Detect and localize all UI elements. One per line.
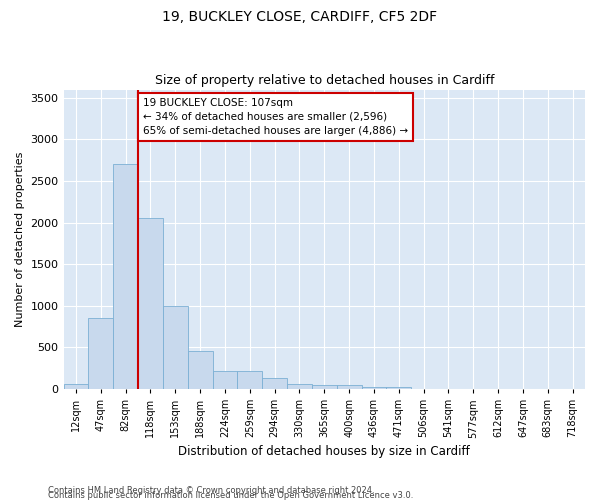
- Bar: [138, 218, 163, 389]
- Bar: [312, 385, 337, 389]
- Bar: [163, 306, 188, 389]
- X-axis label: Distribution of detached houses by size in Cardiff: Distribution of detached houses by size …: [178, 444, 470, 458]
- Title: Size of property relative to detached houses in Cardiff: Size of property relative to detached ho…: [155, 74, 494, 87]
- Y-axis label: Number of detached properties: Number of detached properties: [15, 152, 25, 327]
- Bar: [287, 384, 312, 389]
- Bar: [188, 351, 212, 389]
- Bar: [88, 318, 113, 389]
- Text: Contains public sector information licensed under the Open Government Licence v3: Contains public sector information licen…: [48, 491, 413, 500]
- Bar: [238, 370, 262, 389]
- Bar: [386, 388, 411, 389]
- Bar: [212, 370, 238, 389]
- Bar: [337, 385, 362, 389]
- Text: 19, BUCKLEY CLOSE, CARDIFF, CF5 2DF: 19, BUCKLEY CLOSE, CARDIFF, CF5 2DF: [163, 10, 437, 24]
- Bar: [362, 386, 386, 389]
- Bar: [113, 164, 138, 389]
- Text: Contains HM Land Registry data © Crown copyright and database right 2024.: Contains HM Land Registry data © Crown c…: [48, 486, 374, 495]
- Bar: [64, 384, 88, 389]
- Text: 19 BUCKLEY CLOSE: 107sqm
← 34% of detached houses are smaller (2,596)
65% of sem: 19 BUCKLEY CLOSE: 107sqm ← 34% of detach…: [143, 98, 408, 136]
- Bar: [262, 378, 287, 389]
